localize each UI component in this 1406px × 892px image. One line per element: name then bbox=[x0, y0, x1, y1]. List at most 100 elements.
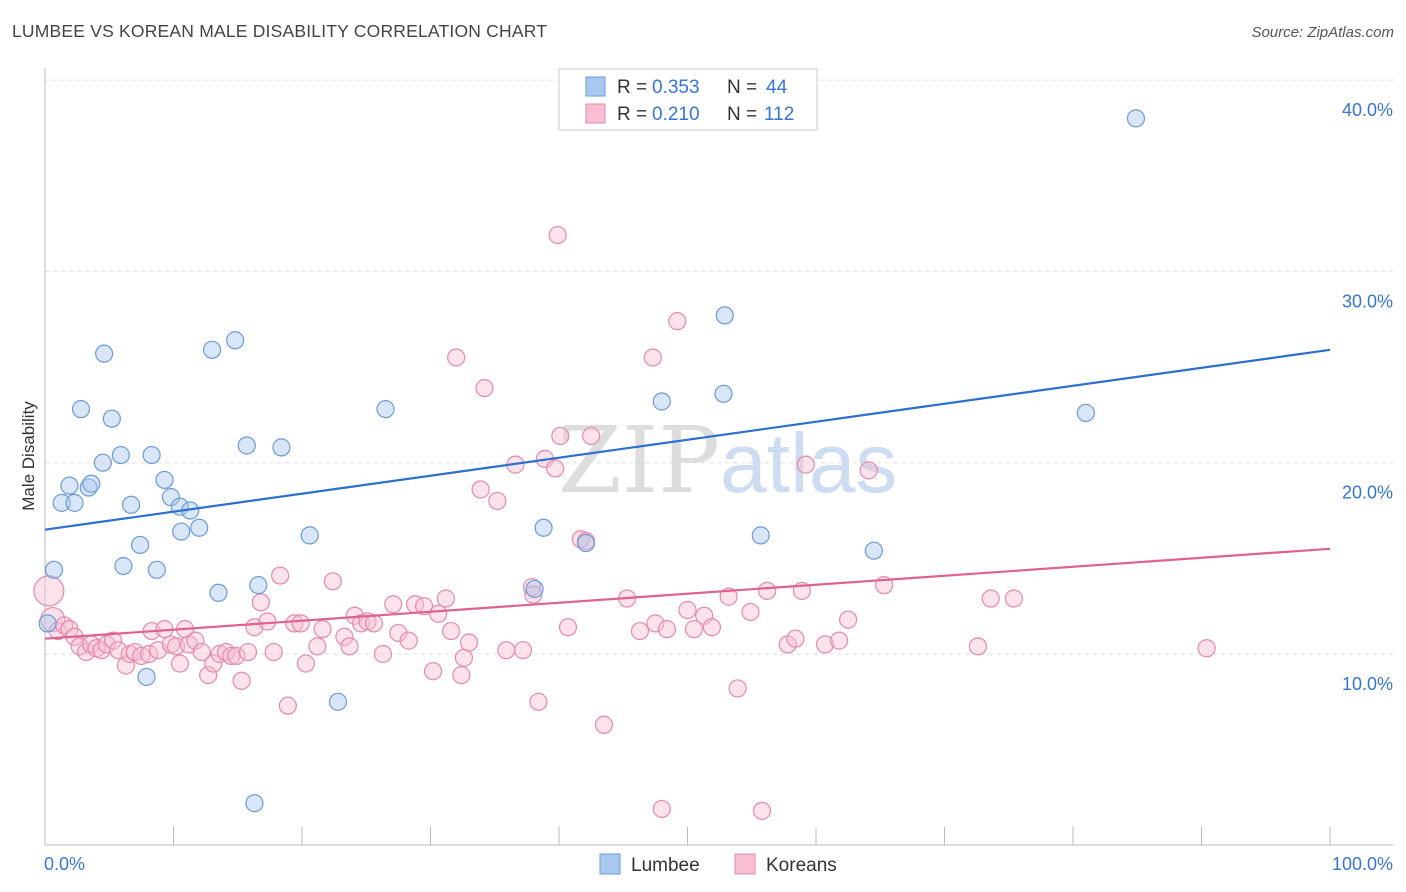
point-koreans bbox=[582, 426, 601, 446]
point-koreans bbox=[454, 648, 474, 667]
point-lumbee bbox=[1126, 109, 1146, 128]
point-lumbee bbox=[95, 344, 114, 363]
stats-r-value-lumbee: 0.353 bbox=[652, 77, 700, 98]
point-koreans bbox=[278, 696, 297, 715]
point-koreans bbox=[373, 644, 393, 664]
axis-labels: 10.0% 20.0% 30.0% 40.0% 0.0% 100.0% bbox=[44, 100, 1393, 874]
point-koreans bbox=[364, 614, 384, 633]
point-koreans bbox=[497, 641, 516, 660]
trend-line-lumbee bbox=[44, 348, 1331, 531]
point-koreans bbox=[308, 637, 327, 656]
point-koreans bbox=[40, 606, 66, 633]
legend-label-lumbee: Lumbee bbox=[631, 855, 700, 876]
point-koreans bbox=[423, 662, 443, 681]
y-tick-label: 30.0% bbox=[1342, 291, 1393, 311]
point-koreans bbox=[657, 620, 677, 639]
point-lumbee bbox=[576, 533, 596, 553]
point-koreans bbox=[475, 378, 494, 398]
point-koreans bbox=[139, 644, 159, 664]
point-koreans bbox=[786, 629, 805, 648]
point-koreans bbox=[116, 656, 136, 675]
point-koreans bbox=[728, 679, 747, 698]
point-koreans bbox=[285, 614, 304, 633]
point-koreans bbox=[529, 692, 548, 711]
stats-r-label-lumbee: R = bbox=[617, 77, 647, 98]
stats-n-label-koreans: N = bbox=[727, 104, 757, 125]
trend-line-koreans bbox=[44, 547, 1331, 640]
point-koreans bbox=[796, 455, 815, 474]
series-legend: Lumbee Koreans bbox=[599, 853, 837, 876]
point-koreans bbox=[652, 799, 671, 819]
legend-label-koreans: Koreans bbox=[766, 855, 837, 876]
point-koreans bbox=[33, 575, 65, 607]
point-koreans bbox=[436, 589, 456, 608]
point-lumbee bbox=[237, 436, 256, 455]
point-lumbee bbox=[60, 476, 79, 495]
point-lumbee bbox=[249, 576, 268, 595]
watermark-zip: ZIP bbox=[558, 407, 720, 514]
point-koreans bbox=[352, 614, 371, 633]
point-lumbee bbox=[751, 526, 770, 545]
point-lumbee bbox=[102, 409, 121, 428]
point-koreans bbox=[204, 654, 223, 673]
point-lumbee bbox=[652, 392, 671, 411]
stats-swatch-koreans bbox=[585, 103, 606, 124]
point-koreans bbox=[758, 581, 777, 600]
point-koreans bbox=[522, 577, 542, 597]
y-tick-label: 40.0% bbox=[1342, 100, 1393, 120]
point-koreans bbox=[447, 348, 466, 367]
point-koreans bbox=[399, 631, 418, 650]
point-lumbee bbox=[190, 518, 209, 537]
stats-r-label-koreans: R = bbox=[617, 104, 647, 125]
point-lumbee bbox=[93, 453, 112, 472]
source-label: Source: ZipAtlas.com bbox=[1251, 24, 1394, 41]
grid bbox=[45, 79, 1393, 655]
x-tick-label-min: 0.0% bbox=[44, 854, 85, 874]
point-koreans bbox=[646, 614, 665, 633]
point-koreans bbox=[488, 491, 507, 511]
y-tick-label: 20.0% bbox=[1342, 483, 1393, 503]
point-lumbee bbox=[44, 560, 64, 579]
point-koreans bbox=[719, 587, 738, 606]
point-koreans bbox=[524, 585, 543, 604]
point-koreans bbox=[981, 589, 1000, 608]
point-koreans bbox=[340, 637, 359, 656]
point-koreans bbox=[313, 620, 332, 639]
point-koreans bbox=[459, 633, 479, 652]
series-koreans bbox=[33, 225, 1216, 820]
point-koreans bbox=[296, 654, 315, 673]
point-lumbee bbox=[82, 474, 101, 493]
point-koreans bbox=[192, 642, 211, 662]
point-koreans bbox=[1197, 639, 1216, 658]
point-koreans bbox=[199, 665, 218, 685]
point-koreans bbox=[291, 614, 310, 633]
x-tick-label-max: 100.0% bbox=[1332, 854, 1393, 874]
trend-lines bbox=[44, 348, 1331, 640]
point-koreans bbox=[238, 642, 258, 662]
point-koreans bbox=[323, 572, 342, 591]
point-koreans bbox=[258, 612, 277, 631]
point-koreans bbox=[452, 665, 471, 685]
point-koreans bbox=[752, 801, 772, 820]
stats-n-label-lumbee: N = bbox=[727, 77, 757, 98]
point-lumbee bbox=[172, 522, 191, 541]
point-lumbee bbox=[715, 306, 734, 325]
point-koreans bbox=[551, 426, 570, 446]
stats-swatch-lumbee bbox=[585, 76, 606, 97]
point-lumbee bbox=[1076, 403, 1095, 423]
point-koreans bbox=[643, 348, 662, 367]
chart-title: LUMBEE VS KOREAN MALE DISABILITY CORRELA… bbox=[12, 21, 548, 41]
series-lumbee bbox=[38, 109, 1146, 813]
point-koreans bbox=[471, 480, 490, 499]
point-lumbee bbox=[38, 614, 57, 633]
point-koreans bbox=[702, 618, 722, 637]
point-lumbee bbox=[376, 400, 395, 419]
point-koreans bbox=[441, 621, 461, 641]
point-lumbee bbox=[137, 667, 156, 687]
point-koreans bbox=[513, 641, 533, 660]
point-lumbee bbox=[272, 438, 291, 457]
point-koreans bbox=[1004, 589, 1023, 608]
point-koreans bbox=[815, 635, 835, 654]
point-koreans bbox=[414, 597, 434, 616]
